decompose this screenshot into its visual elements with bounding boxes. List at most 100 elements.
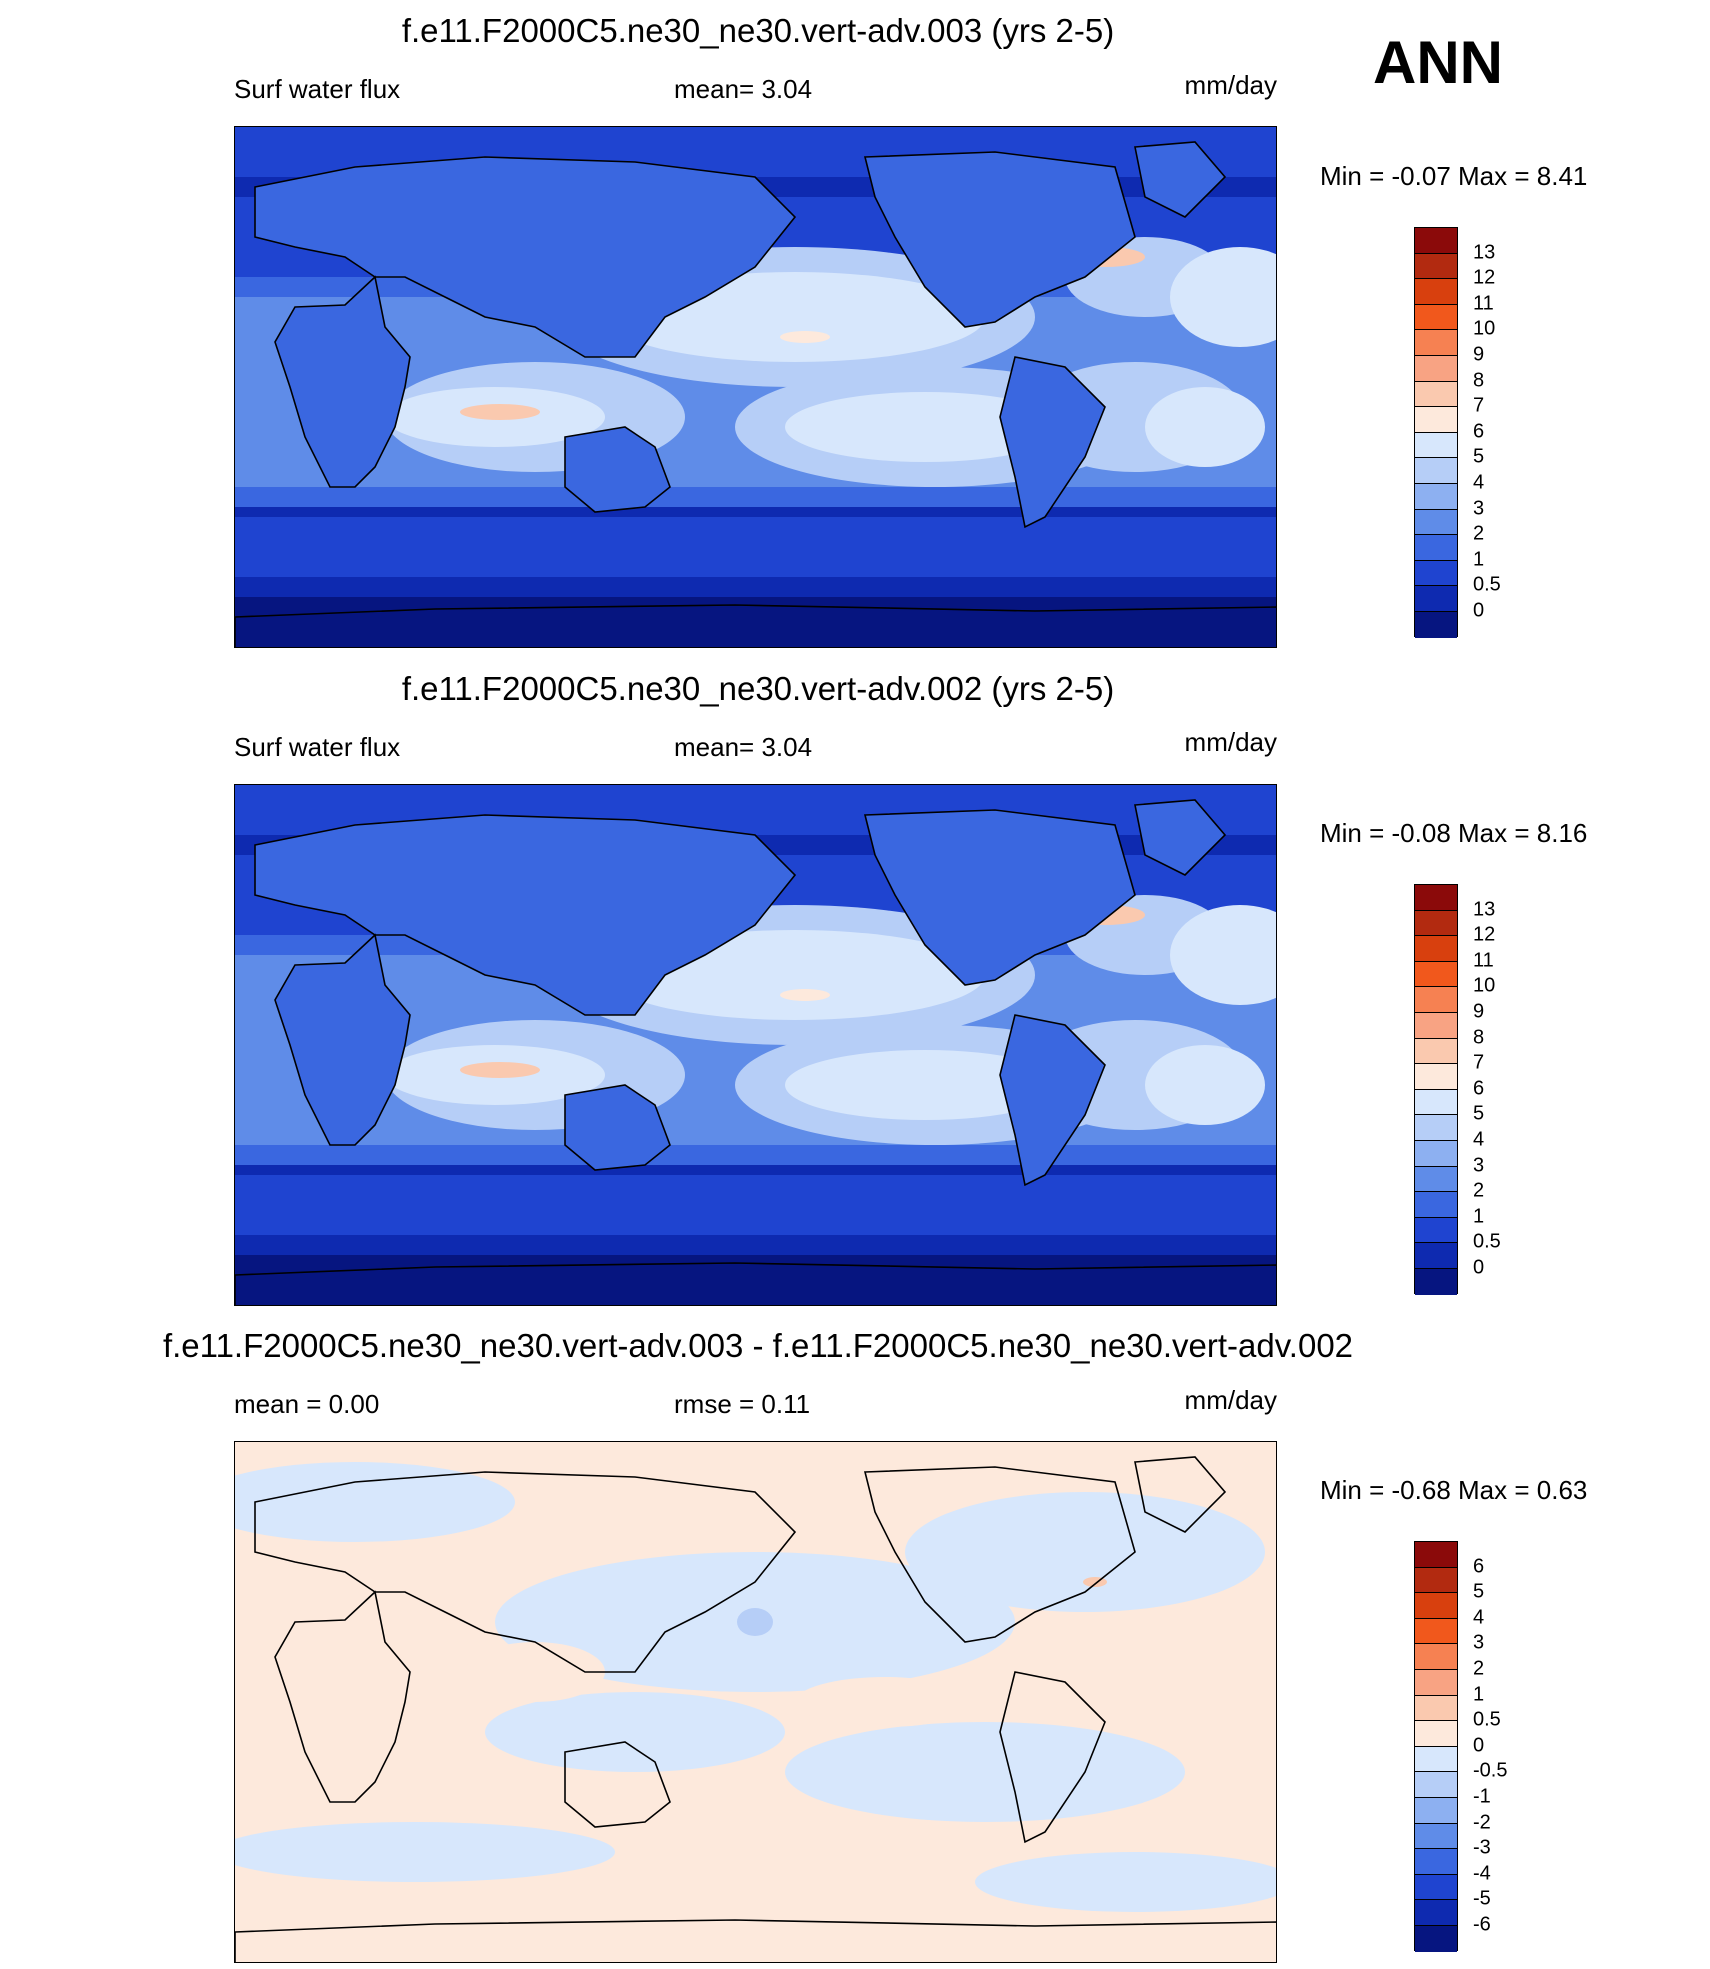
colorbar-tick-label: 7 xyxy=(1473,394,1485,417)
colorbar-segment xyxy=(1415,1797,1457,1824)
colorbar-segment xyxy=(1415,1669,1457,1696)
panel-1-variable-label: Surf water flux xyxy=(234,74,401,104)
colorbar-tick-label: 3 xyxy=(1473,497,1485,520)
colorbar-segment xyxy=(1415,1567,1457,1594)
coastline xyxy=(863,809,1136,986)
panel-3-colorbar xyxy=(1414,1541,1458,1952)
coastline xyxy=(564,1084,671,1171)
coastline xyxy=(274,1590,411,1803)
panel-2-mean-label: mean= 3.04 xyxy=(674,732,813,762)
map-region-positive-anomaly-max xyxy=(1083,1577,1107,1587)
colorbar-tick-label: -3 xyxy=(1473,1836,1491,1859)
colorbar-segment xyxy=(1415,1064,1457,1090)
colorbar-tick-label: 11 xyxy=(1473,949,1494,972)
coastline xyxy=(254,814,797,1016)
colorbar-segment xyxy=(1415,1217,1457,1244)
map-band-south-midlat xyxy=(235,1175,1276,1235)
colorbar-segment xyxy=(1415,1772,1457,1798)
colorbar-tick-label: 10 xyxy=(1473,974,1496,997)
colorbar-tick-label: -2 xyxy=(1473,1811,1491,1834)
colorbar-tick-label: 11 xyxy=(1473,292,1494,315)
colorbar-segment xyxy=(1415,1593,1457,1619)
map-region-negative-anomaly-max xyxy=(737,1608,773,1636)
panel-3-rmse-label: rmse = 0.11 xyxy=(674,1389,811,1419)
map-region-atlantic-east xyxy=(1170,905,1276,1005)
coastline xyxy=(235,604,1276,647)
colorbar-tick-label: 9 xyxy=(1473,343,1485,366)
colorbar-tick-label: 5 xyxy=(1473,1580,1485,1603)
colorbar-segment xyxy=(1415,1925,1457,1952)
colorbar-segment xyxy=(1415,611,1457,638)
colorbar-segment xyxy=(1415,1012,1457,1039)
coastline xyxy=(564,426,671,513)
map-landmass xyxy=(235,1263,1276,1305)
colorbar-segment xyxy=(1415,586,1457,612)
colorbar-tick-label: 13 xyxy=(1473,241,1496,264)
colorbar-segment xyxy=(1415,407,1457,433)
map-landmass xyxy=(255,157,795,357)
map-region-south-pacific-core xyxy=(785,1050,1065,1120)
colorbar-tick-label: 0.5 xyxy=(1473,1230,1501,1253)
colorbar-tick-label: 5 xyxy=(1473,445,1485,468)
colorbar-tick-label: 1 xyxy=(1473,1683,1485,1706)
coastline xyxy=(999,1671,1106,1844)
colorbar-segment xyxy=(1415,432,1457,459)
panel-1-mean-label: mean= 3.04 xyxy=(674,74,813,104)
colorbar-segment xyxy=(1415,1192,1457,1218)
colorbar-segment xyxy=(1415,458,1457,484)
colorbar-tick-label: 6 xyxy=(1473,1555,1485,1578)
colorbar-tick-label: -6 xyxy=(1473,1913,1491,1936)
colorbar-segment xyxy=(1415,355,1457,382)
coastline xyxy=(1134,141,1227,218)
colorbar-tick-label: 6 xyxy=(1473,1077,1485,1100)
colorbar-tick-label: 8 xyxy=(1473,369,1485,392)
colorbar-tick-label: 3 xyxy=(1473,1631,1485,1654)
colorbar-tick-label: 0 xyxy=(1473,599,1485,622)
colorbar-segment xyxy=(1415,1695,1457,1722)
colorbar-segment xyxy=(1415,1140,1457,1167)
coastline xyxy=(999,356,1106,529)
coastline xyxy=(235,1919,1276,1962)
map-region-south-atlantic-core xyxy=(1145,387,1265,467)
colorbar-segment xyxy=(1415,1849,1457,1875)
map-region-negative-anomaly xyxy=(785,1722,1185,1822)
map-landmass xyxy=(235,605,1276,647)
colorbar-segment xyxy=(1415,1268,1457,1295)
colorbar-tick-label: 2 xyxy=(1473,522,1485,545)
map-region-negative-anomaly xyxy=(235,1462,515,1542)
colorbar-segment xyxy=(1415,1721,1457,1747)
colorbar-segment xyxy=(1415,1644,1457,1670)
map-landmass xyxy=(275,277,410,487)
coastline xyxy=(274,275,411,488)
colorbar-segment xyxy=(1415,1823,1457,1850)
colorbar-tick-label: -0.5 xyxy=(1473,1759,1508,1782)
coastline xyxy=(999,1014,1106,1187)
coastline xyxy=(274,933,411,1146)
map-region-negative-anomaly xyxy=(975,1852,1276,1912)
coastline xyxy=(235,1262,1276,1305)
colorbar-segment xyxy=(1415,228,1457,254)
colorbar-segment xyxy=(1415,560,1457,587)
colorbar-segment xyxy=(1415,1038,1457,1065)
panel-1-units-label: mm/day xyxy=(1184,70,1277,100)
map-region-south-atlantic-core xyxy=(1145,1045,1265,1125)
panel-2-min-max: Min = -0.08 Max = 8.16 xyxy=(1320,818,1588,848)
colorbar-segment xyxy=(1415,910,1457,937)
map-landmass xyxy=(255,815,795,1015)
colorbar-segment xyxy=(1415,1243,1457,1269)
map-landmass xyxy=(1135,142,1225,217)
colorbar-tick-label: 12 xyxy=(1473,923,1496,946)
colorbar-segment xyxy=(1415,509,1457,536)
colorbar-tick-label: 9 xyxy=(1473,1000,1485,1023)
colorbar-tick-label: 1 xyxy=(1473,548,1485,571)
colorbar-segment xyxy=(1415,1618,1457,1645)
colorbar-tick-label: 0 xyxy=(1473,1256,1485,1279)
coastline xyxy=(863,151,1136,328)
panel-2-colorbar xyxy=(1414,884,1458,1295)
coastline xyxy=(1134,1456,1227,1533)
colorbar-tick-label: 6 xyxy=(1473,420,1485,443)
colorbar-tick-label: 12 xyxy=(1473,266,1496,289)
colorbar-segment xyxy=(1415,381,1457,408)
colorbar-segment xyxy=(1415,330,1457,356)
colorbar-tick-label: -4 xyxy=(1473,1862,1491,1885)
